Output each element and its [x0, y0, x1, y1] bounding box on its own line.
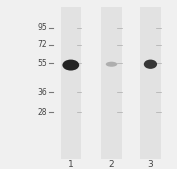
Ellipse shape: [106, 62, 117, 67]
Bar: [140, 7, 161, 159]
Text: 72: 72: [37, 40, 47, 49]
Text: 2: 2: [109, 160, 114, 169]
Text: 3: 3: [148, 160, 153, 169]
Text: 28: 28: [37, 108, 47, 117]
Ellipse shape: [144, 60, 157, 69]
Bar: [101, 7, 122, 159]
Text: 55: 55: [37, 59, 47, 68]
Text: 36: 36: [37, 88, 47, 97]
Ellipse shape: [62, 59, 79, 71]
Text: 95: 95: [37, 23, 47, 32]
Bar: [61, 7, 81, 159]
Text: 1: 1: [68, 160, 74, 169]
